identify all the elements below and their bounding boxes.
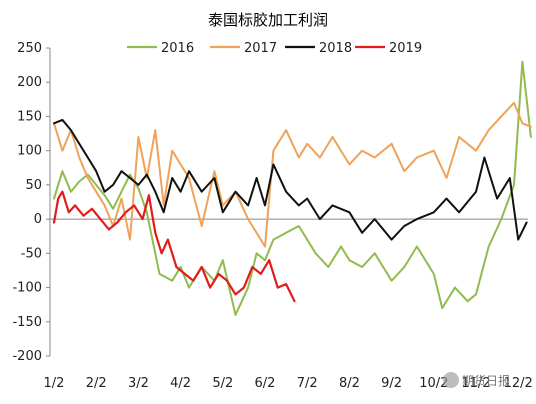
y-tick-label: 100 <box>17 144 42 159</box>
wechat-logo-icon <box>443 372 459 388</box>
y-tick-label: 150 <box>17 109 42 124</box>
y-tick-label: 0 <box>34 212 42 227</box>
legend-label: 2017 <box>244 41 277 56</box>
watermark: 期货日报 <box>443 372 510 388</box>
x-tick-label: 3/2 <box>128 376 149 391</box>
x-tick-label: 1/2 <box>44 376 65 391</box>
y-tick-label: -150 <box>12 315 42 330</box>
x-tick-label: 5/2 <box>212 376 233 391</box>
x-tick-label: 9/2 <box>381 376 402 391</box>
legend-label: 2019 <box>389 41 422 56</box>
y-tick-label: -100 <box>12 281 42 296</box>
series-layer <box>52 60 532 316</box>
x-tick-label: 6/2 <box>255 376 276 391</box>
x-tick-label: 4/2 <box>170 376 191 391</box>
legend: 2016 2017 2018 2019 <box>127 41 422 56</box>
y-tick-label: -200 <box>12 349 42 364</box>
legend-label: 2018 <box>319 41 352 56</box>
x-tick-label: 11/2 <box>461 376 490 391</box>
y-tick-label: 250 <box>17 41 42 56</box>
axes: -200 -150 -100 -50 0 50 100 150 200 250 1/2 2/2 3/2 4… <box>12 41 532 391</box>
series-line-2016 <box>53 60 532 316</box>
y-tick-label: 50 <box>25 178 42 193</box>
chart-title: 泰国标胶加工利润 <box>208 11 328 29</box>
x-tick-label: 2/2 <box>86 376 107 391</box>
x-tick-label: 7/2 <box>297 376 318 391</box>
y-tick-label: -50 <box>21 246 42 261</box>
series-line-2019 <box>52 190 296 303</box>
x-tick-label: 8/2 <box>339 376 360 391</box>
x-tick-label: 10/2 <box>419 376 448 391</box>
y-tick-label: 200 <box>17 75 42 90</box>
watermark-text: 期货日报 <box>462 373 510 388</box>
x-tick-label: 12/2 <box>504 376 533 391</box>
series-line-2017 <box>53 101 532 248</box>
legend-label: 2016 <box>161 41 194 56</box>
series-line-2018 <box>53 118 528 241</box>
